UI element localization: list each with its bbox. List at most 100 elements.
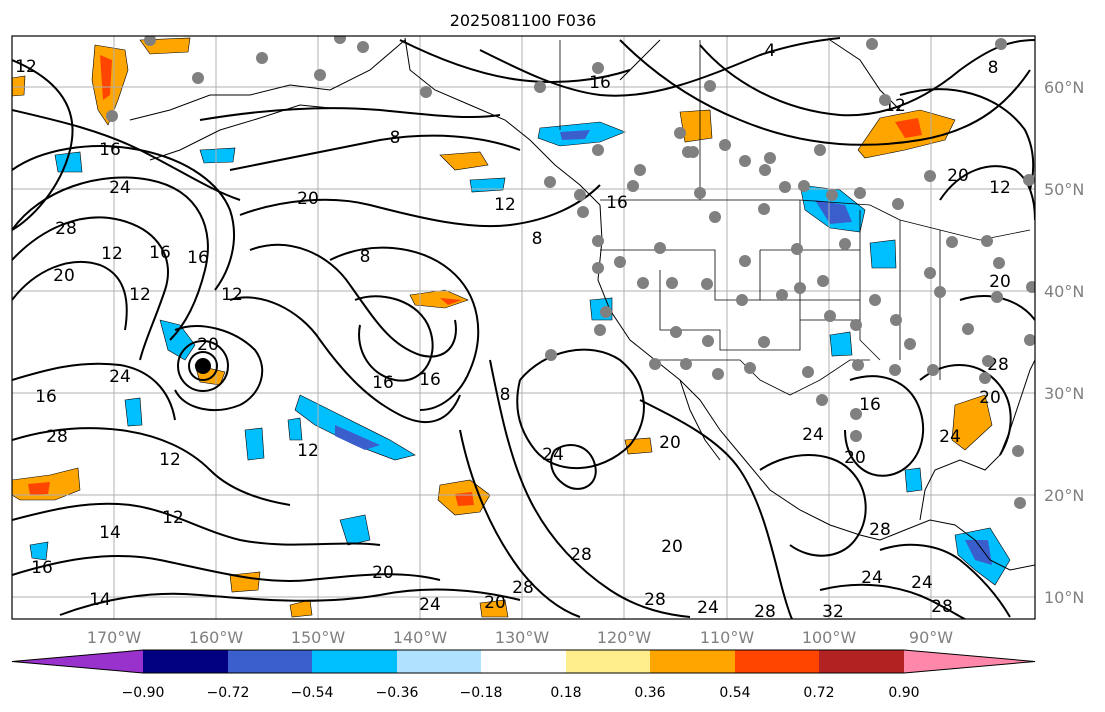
colorbar-segment bbox=[12, 650, 143, 673]
colorbar-outline bbox=[11, 649, 1036, 674]
contour-label: 8 bbox=[390, 128, 401, 148]
contour-label: 16 bbox=[35, 387, 57, 407]
contour-label: 24 bbox=[697, 598, 719, 618]
longitude-axis: 170°W 160°W 150°W 140°W 130°W 120°W 110°… bbox=[87, 628, 953, 647]
colorbar-segment bbox=[481, 650, 566, 673]
contour-label: 20 bbox=[659, 433, 681, 453]
colorbar-segments bbox=[11, 649, 1036, 674]
longitude-tick-label: 130°W bbox=[495, 628, 550, 647]
contour-label: 28 bbox=[512, 578, 534, 598]
longitude-tick-label: 100°W bbox=[802, 628, 857, 647]
contour-label: 16 bbox=[149, 243, 171, 263]
contour-label: 24 bbox=[542, 445, 564, 465]
contour-label: 24 bbox=[861, 568, 883, 588]
contour-label: 28 bbox=[644, 590, 666, 610]
contour-label: 12 bbox=[221, 285, 243, 305]
contour-label: 20 bbox=[979, 388, 1001, 408]
latitude-tick-label: 10°N bbox=[1044, 588, 1084, 607]
colorbar-segment bbox=[566, 650, 650, 673]
colorbar-tick-label: 0.72 bbox=[803, 685, 834, 701]
contour-label: 24 bbox=[939, 427, 961, 447]
contour-label: 16 bbox=[99, 140, 121, 160]
latitude-axis: 60°N 50°N 40°N 30°N 20°N 10°N bbox=[1044, 78, 1084, 607]
map-title: 2025081100 F036 bbox=[450, 11, 597, 30]
colorbar-tick-label: −0.54 bbox=[291, 685, 334, 701]
latitude-tick-label: 40°N bbox=[1044, 282, 1084, 301]
contour-label: 8 bbox=[988, 58, 999, 78]
latitude-tick-label: 50°N bbox=[1044, 180, 1084, 199]
contour-label: 20 bbox=[53, 266, 75, 286]
colorbar-tick-label: 0.36 bbox=[634, 685, 665, 701]
contour-label: 12 bbox=[162, 508, 184, 528]
latitude-tick-label: 30°N bbox=[1044, 384, 1084, 403]
colorbar-tick-label: 0.18 bbox=[550, 685, 581, 701]
contour-label: 20 bbox=[661, 537, 683, 557]
contour-label: 12 bbox=[297, 441, 319, 461]
contour-label: 20 bbox=[989, 272, 1011, 292]
colorbar-segment bbox=[904, 650, 1035, 673]
contour-label: 8 bbox=[500, 385, 511, 405]
contour-label: 8 bbox=[532, 229, 543, 249]
longitude-tick-label: 120°W bbox=[597, 628, 652, 647]
colorbar-segment bbox=[397, 650, 481, 673]
colorbar-tick-label: 0.54 bbox=[719, 685, 750, 701]
contour-label: 16 bbox=[31, 558, 53, 578]
colorbar-tick-label: 0.90 bbox=[888, 685, 919, 701]
contour-label: 12 bbox=[129, 285, 151, 305]
contour-label: 20 bbox=[372, 563, 394, 583]
contour-label: 28 bbox=[46, 427, 68, 447]
contour-label: 12 bbox=[15, 57, 37, 77]
contour-label: 28 bbox=[754, 602, 776, 622]
longitude-tick-label: 110°W bbox=[700, 628, 755, 647]
colorbar-segment bbox=[228, 650, 312, 673]
longitude-tick-label: 170°W bbox=[87, 628, 142, 647]
contour-label: 16 bbox=[187, 248, 209, 268]
contour-label: 12 bbox=[101, 244, 123, 264]
contour-label: 20 bbox=[484, 593, 506, 613]
contour-label: 8 bbox=[360, 247, 371, 267]
colorbar-segment bbox=[819, 650, 904, 673]
colorbar-segment bbox=[312, 650, 397, 673]
contour-label: 12 bbox=[159, 450, 181, 470]
colorbar-segment bbox=[735, 650, 819, 673]
contour-lines bbox=[12, 37, 1035, 619]
longitude-tick-label: 150°W bbox=[291, 628, 346, 647]
contour-label: 32 bbox=[822, 602, 844, 622]
contour-label: 12 bbox=[494, 195, 516, 215]
cyclone-center-marker bbox=[195, 358, 211, 374]
contour-label: 28 bbox=[869, 520, 891, 540]
contour-labels: 12 16 24 28 20 16 12 8 16 20 4 8 12 20 1… bbox=[15, 41, 1011, 622]
colorbar-tick-label: −0.36 bbox=[376, 685, 419, 701]
contour-label: 28 bbox=[570, 545, 592, 565]
latitude-tick-label: 60°N bbox=[1044, 78, 1084, 97]
map-area: 12 16 24 28 20 16 12 8 16 20 4 8 12 20 1… bbox=[12, 36, 1035, 622]
colorbar-segment bbox=[650, 650, 735, 673]
colorbar-tick-label: −0.90 bbox=[122, 685, 165, 701]
contour-label: 24 bbox=[419, 595, 441, 615]
contour-label: 24 bbox=[109, 178, 131, 198]
contour-label: 28 bbox=[55, 219, 77, 239]
map-frame bbox=[11, 35, 1036, 620]
longitude-tick-label: 160°W bbox=[189, 628, 244, 647]
contour-label: 20 bbox=[297, 189, 319, 209]
longitude-tick-label: 90°W bbox=[909, 628, 953, 647]
contour-label: 20 bbox=[197, 335, 219, 355]
contour-label: 4 bbox=[765, 41, 776, 61]
contour-label: 12 bbox=[989, 178, 1011, 198]
contour-label: 24 bbox=[802, 425, 824, 445]
contour-label: 16 bbox=[372, 373, 394, 393]
contour-label: 16 bbox=[419, 370, 441, 390]
colorbar-segment bbox=[143, 650, 228, 673]
colorbar-tick-label: −0.72 bbox=[207, 685, 250, 701]
colorbar-tick-label: −0.18 bbox=[460, 685, 503, 701]
contour-label: 20 bbox=[844, 448, 866, 468]
contour-label: 24 bbox=[109, 367, 131, 387]
contour-label: 14 bbox=[89, 590, 111, 610]
contour-label: 20 bbox=[947, 166, 969, 186]
station-markers bbox=[106, 36, 1035, 509]
contour-label: 14 bbox=[99, 523, 121, 543]
coastlines bbox=[129, 37, 1035, 571]
latitude-tick-label: 20°N bbox=[1044, 486, 1084, 505]
contour-label: 24 bbox=[911, 573, 933, 593]
